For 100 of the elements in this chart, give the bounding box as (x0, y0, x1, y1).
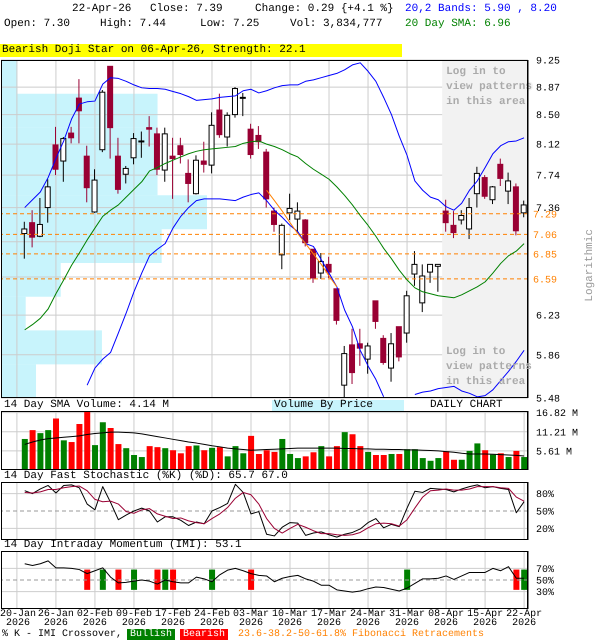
bar (248, 436, 254, 470)
x-tick-label: 15-Apr 2026 (467, 609, 504, 629)
line-series (24, 432, 525, 457)
y-tick-label: 16.82 M (536, 409, 578, 420)
candlestick (29, 210, 36, 248)
text: 22-Apr-26 (72, 3, 132, 15)
text: High: 7.44 (100, 18, 166, 30)
candlestick (505, 172, 512, 205)
candlestick (224, 112, 230, 148)
candlestick (60, 136, 66, 182)
bar (131, 454, 138, 470)
x-tick-label: 24-Feb 2026 (194, 609, 230, 629)
candlestick (497, 158, 504, 186)
bar (326, 456, 332, 470)
y-tick-label: 11.21 M (536, 428, 578, 440)
y-axis-title: Logarithmic (584, 229, 596, 302)
bar (60, 440, 67, 470)
candlestick (21, 221, 28, 260)
candlestick (146, 116, 152, 148)
bar (357, 446, 364, 470)
y-tick-label: 5.86 (536, 351, 560, 362)
bar (162, 448, 168, 470)
y-tick-label: 8.12 (536, 140, 560, 152)
candlestick (185, 158, 192, 203)
candlestick (427, 264, 434, 284)
bar (108, 428, 114, 470)
bar (115, 444, 122, 470)
bar (240, 453, 246, 470)
bar (396, 454, 402, 470)
legend-title: % K - IMI Crossover, (2, 629, 122, 640)
y-tick-label: 20% (536, 524, 554, 536)
candlestick (170, 137, 176, 200)
bar (521, 457, 528, 470)
bar (193, 445, 200, 470)
text: Bearish (180, 629, 228, 640)
bar (209, 448, 216, 470)
candlestick (76, 78, 82, 144)
chart-title: 14 Day Intraday Momentum (IMI): 53.1 (4, 539, 242, 551)
text: 20,2 Bands: 5.90 , 8.20 (405, 2, 557, 17)
bar (310, 452, 317, 470)
candlestick (138, 131, 144, 158)
ref-line-label: 7.06 (533, 230, 558, 242)
bar (146, 446, 153, 470)
x-tick-label: 17-Mar 2026 (311, 609, 348, 629)
candlestick (68, 126, 74, 144)
bar (53, 418, 60, 470)
text: Change: 0.29 {+4.1 %} (255, 3, 394, 15)
y-tick-label: 50% (536, 508, 554, 519)
text: 20 Day SMA: 6.96 (405, 17, 512, 32)
bar (123, 448, 130, 470)
bar (92, 445, 98, 470)
text: 23.6-38.2-50-61.8% Fibonacci Retracements (238, 629, 484, 640)
annotation: Volume By Price (272, 399, 404, 411)
bar (318, 446, 324, 470)
candlestick (442, 199, 449, 232)
y-tick-label: 5.48 (536, 394, 560, 406)
chart-title: 14 Day Fast Stochastic (%K) (%D): 65.7 67.0 (4, 470, 288, 482)
candlestick (411, 250, 418, 286)
bar (443, 451, 450, 470)
y-tick-label: 80% (536, 490, 554, 502)
x-tick-label: 31-Mar 2026 (389, 609, 426, 629)
bar (482, 450, 488, 470)
bar (170, 450, 176, 470)
candlestick (122, 165, 129, 184)
line-series (24, 560, 525, 593)
bar (224, 456, 231, 470)
y-tick-label: 50% (536, 576, 554, 588)
x-tick-label: 24-Mar 2026 (350, 609, 386, 629)
bar (294, 458, 301, 470)
bar (388, 454, 395, 470)
bar (201, 450, 208, 470)
bar (22, 438, 28, 470)
bar (435, 458, 442, 470)
annotation: DAILY CHART (430, 399, 503, 411)
bar (138, 457, 145, 470)
candlestick (450, 210, 456, 239)
candlestick (372, 300, 378, 330)
candlestick (474, 166, 480, 208)
bar (412, 449, 418, 470)
y-tick-label: 8.87 (536, 84, 560, 95)
text: Vol: 3,834,777 (290, 18, 382, 30)
candlestick (44, 178, 51, 224)
x-tick-label: 20-Jan 2026 (0, 609, 36, 629)
bar (404, 449, 410, 470)
candlestick (200, 141, 207, 174)
y-tick-label: 30% (536, 588, 554, 600)
text: Low: 7.25 (200, 18, 260, 30)
candlestick (240, 92, 246, 117)
x-tick-label: 17-Feb 2026 (154, 609, 191, 629)
y-tick-label: 5.61 M (536, 447, 572, 458)
bar (474, 443, 480, 470)
bar (272, 452, 278, 470)
candlestick (482, 174, 488, 200)
x-tick-label: 26-Jan 2026 (38, 609, 74, 629)
x-tick-label: 08-Apr 2026 (428, 609, 464, 629)
x-tick-label: 03-Mar 2026 (232, 609, 269, 629)
candlestick (130, 132, 137, 165)
bar (334, 446, 340, 470)
x-tick-label: 02-Feb 2026 (76, 609, 113, 629)
y-tick-label: 9.25 (536, 56, 560, 68)
